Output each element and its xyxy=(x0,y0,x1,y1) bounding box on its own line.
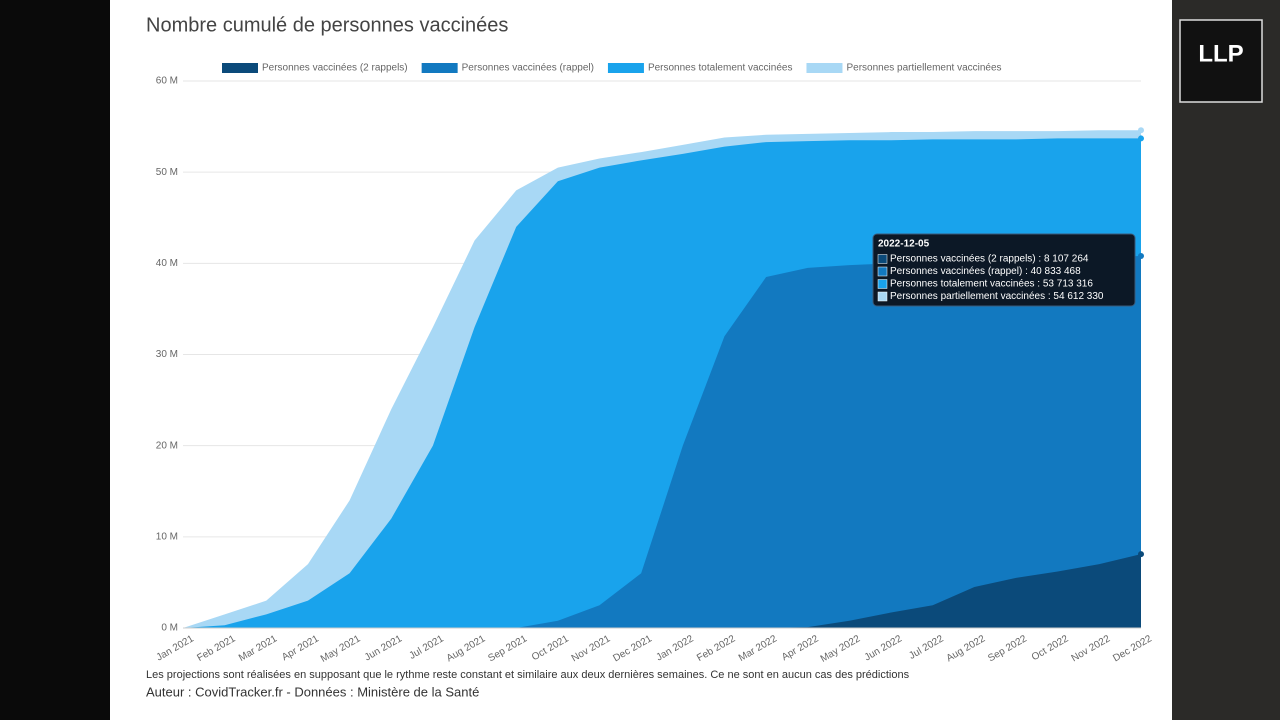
y-tick-label: 50 M xyxy=(156,167,178,178)
end-point xyxy=(1138,135,1144,142)
tooltip-swatch xyxy=(877,266,888,277)
right-background xyxy=(1172,0,1280,720)
legend-swatch xyxy=(222,63,258,73)
legend-label: Personnes totalement vaccinées xyxy=(648,63,793,74)
tooltip-line: Personnes vaccinées (2 rappels) : 8 107 … xyxy=(890,254,1089,265)
chart-title: Nombre cumulé de personnes vaccinées xyxy=(146,14,508,36)
tooltip-line: Personnes vaccinées (rappel) : 40 833 46… xyxy=(890,266,1081,277)
tooltip-line: Personnes partiellement vaccinées : 54 6… xyxy=(890,291,1104,302)
area xyxy=(183,256,1141,628)
legend-swatch xyxy=(421,63,458,73)
y-tick-label: 20 M xyxy=(156,440,178,451)
end-point xyxy=(1138,127,1144,134)
legend-swatch xyxy=(806,63,843,73)
tooltip-line: Personnes totalement vaccinées : 53 713 … xyxy=(890,279,1093,290)
footnote: Les projections sont réalisées en suppos… xyxy=(146,669,910,681)
tooltip-swatch xyxy=(877,279,888,289)
legend-label: Personnes vaccinées (rappel) xyxy=(462,63,594,74)
y-tick-label: 40 M xyxy=(156,258,178,269)
area xyxy=(183,554,1141,628)
legend-label: Personnes partiellement vaccinées xyxy=(846,63,1001,74)
tooltip-box xyxy=(872,233,1136,307)
y-tick-label: 60 M xyxy=(156,76,178,87)
end-point xyxy=(1138,551,1144,558)
end-point xyxy=(1138,253,1144,260)
logo xyxy=(1179,19,1263,103)
y-tick-label: 30 M xyxy=(156,349,178,360)
legend-swatch xyxy=(607,63,644,73)
y-tick-label: 10 M xyxy=(156,531,178,542)
legend-label: Personnes vaccinées (2 rappels) xyxy=(262,63,408,74)
source: Auteur : CovidTracker.fr - Données : Min… xyxy=(146,684,479,699)
left-background xyxy=(0,0,110,720)
logo-text: LLP xyxy=(1198,40,1243,67)
tooltip-swatch xyxy=(877,291,888,302)
y-tick-label: 0 M xyxy=(161,623,178,634)
tooltip-date: 2022-12-05 xyxy=(878,239,930,250)
tooltip-swatch xyxy=(877,254,888,264)
